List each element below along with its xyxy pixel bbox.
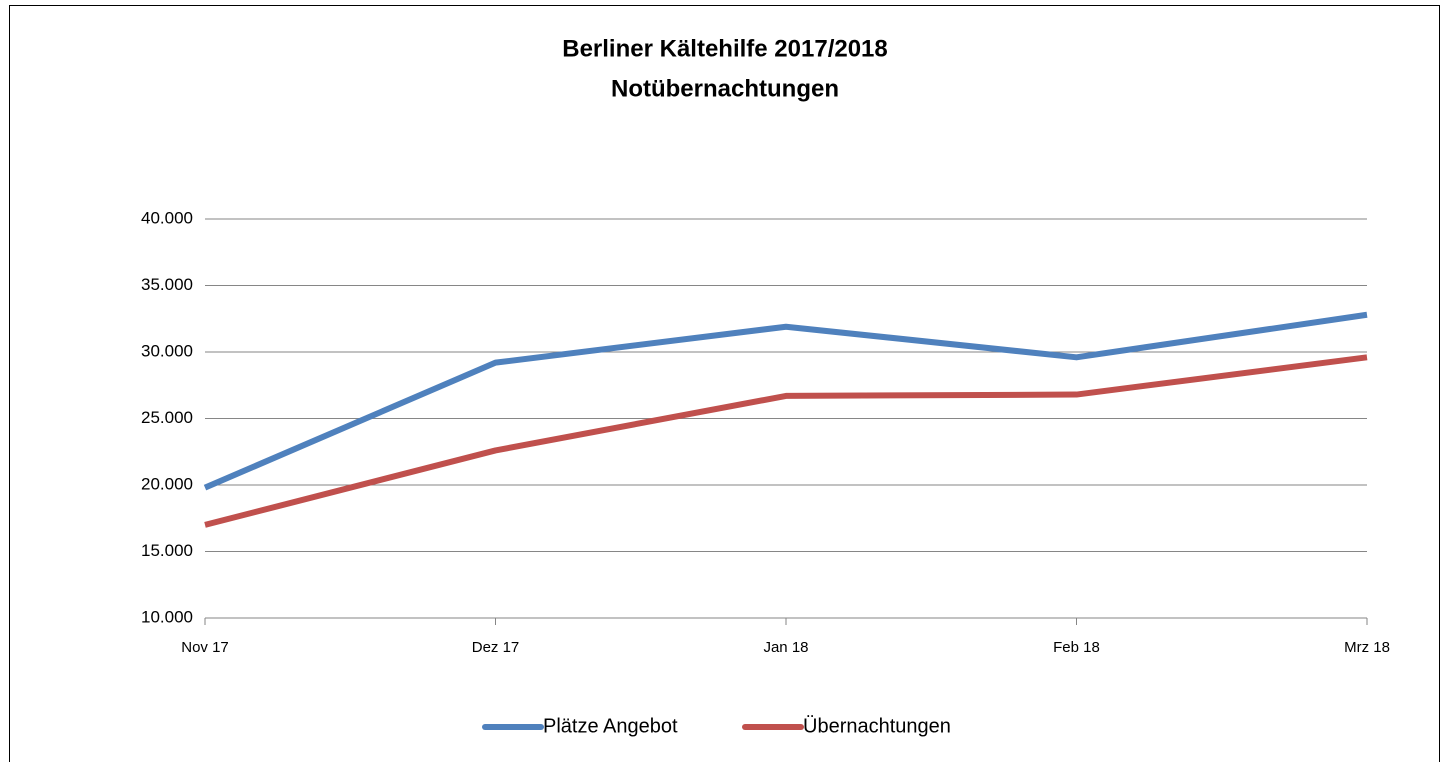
y-tick-label: 20.000 <box>141 474 193 493</box>
x-tick-label: Feb 18 <box>1053 639 1100 656</box>
data-line <box>204 354 1368 528</box>
x-tick-label: Mrz 18 <box>1344 639 1390 656</box>
y-tick-label: 25.000 <box>141 408 193 427</box>
y-tick-label: 15.000 <box>141 541 193 560</box>
x-tick-label: Dez 17 <box>472 639 520 656</box>
legend-label: Plätze Angebot <box>543 715 678 737</box>
chart-subtitle: Notübernachtungen <box>611 75 839 102</box>
y-tick-label: 10.000 <box>141 607 193 626</box>
y-tick-label: 40.000 <box>141 208 193 227</box>
chart-title: Berliner Kältehilfe 2017/2018 <box>562 35 888 62</box>
legend-label: Übernachtungen <box>803 715 951 737</box>
data-line <box>203 311 1368 491</box>
y-tick-label: 30.000 <box>141 341 193 360</box>
y-tick-label: 35.000 <box>141 275 193 294</box>
x-tick-label: Jan 18 <box>763 639 808 656</box>
chart-frame <box>9 5 1440 762</box>
x-tick-label: Nov 17 <box>181 639 229 656</box>
